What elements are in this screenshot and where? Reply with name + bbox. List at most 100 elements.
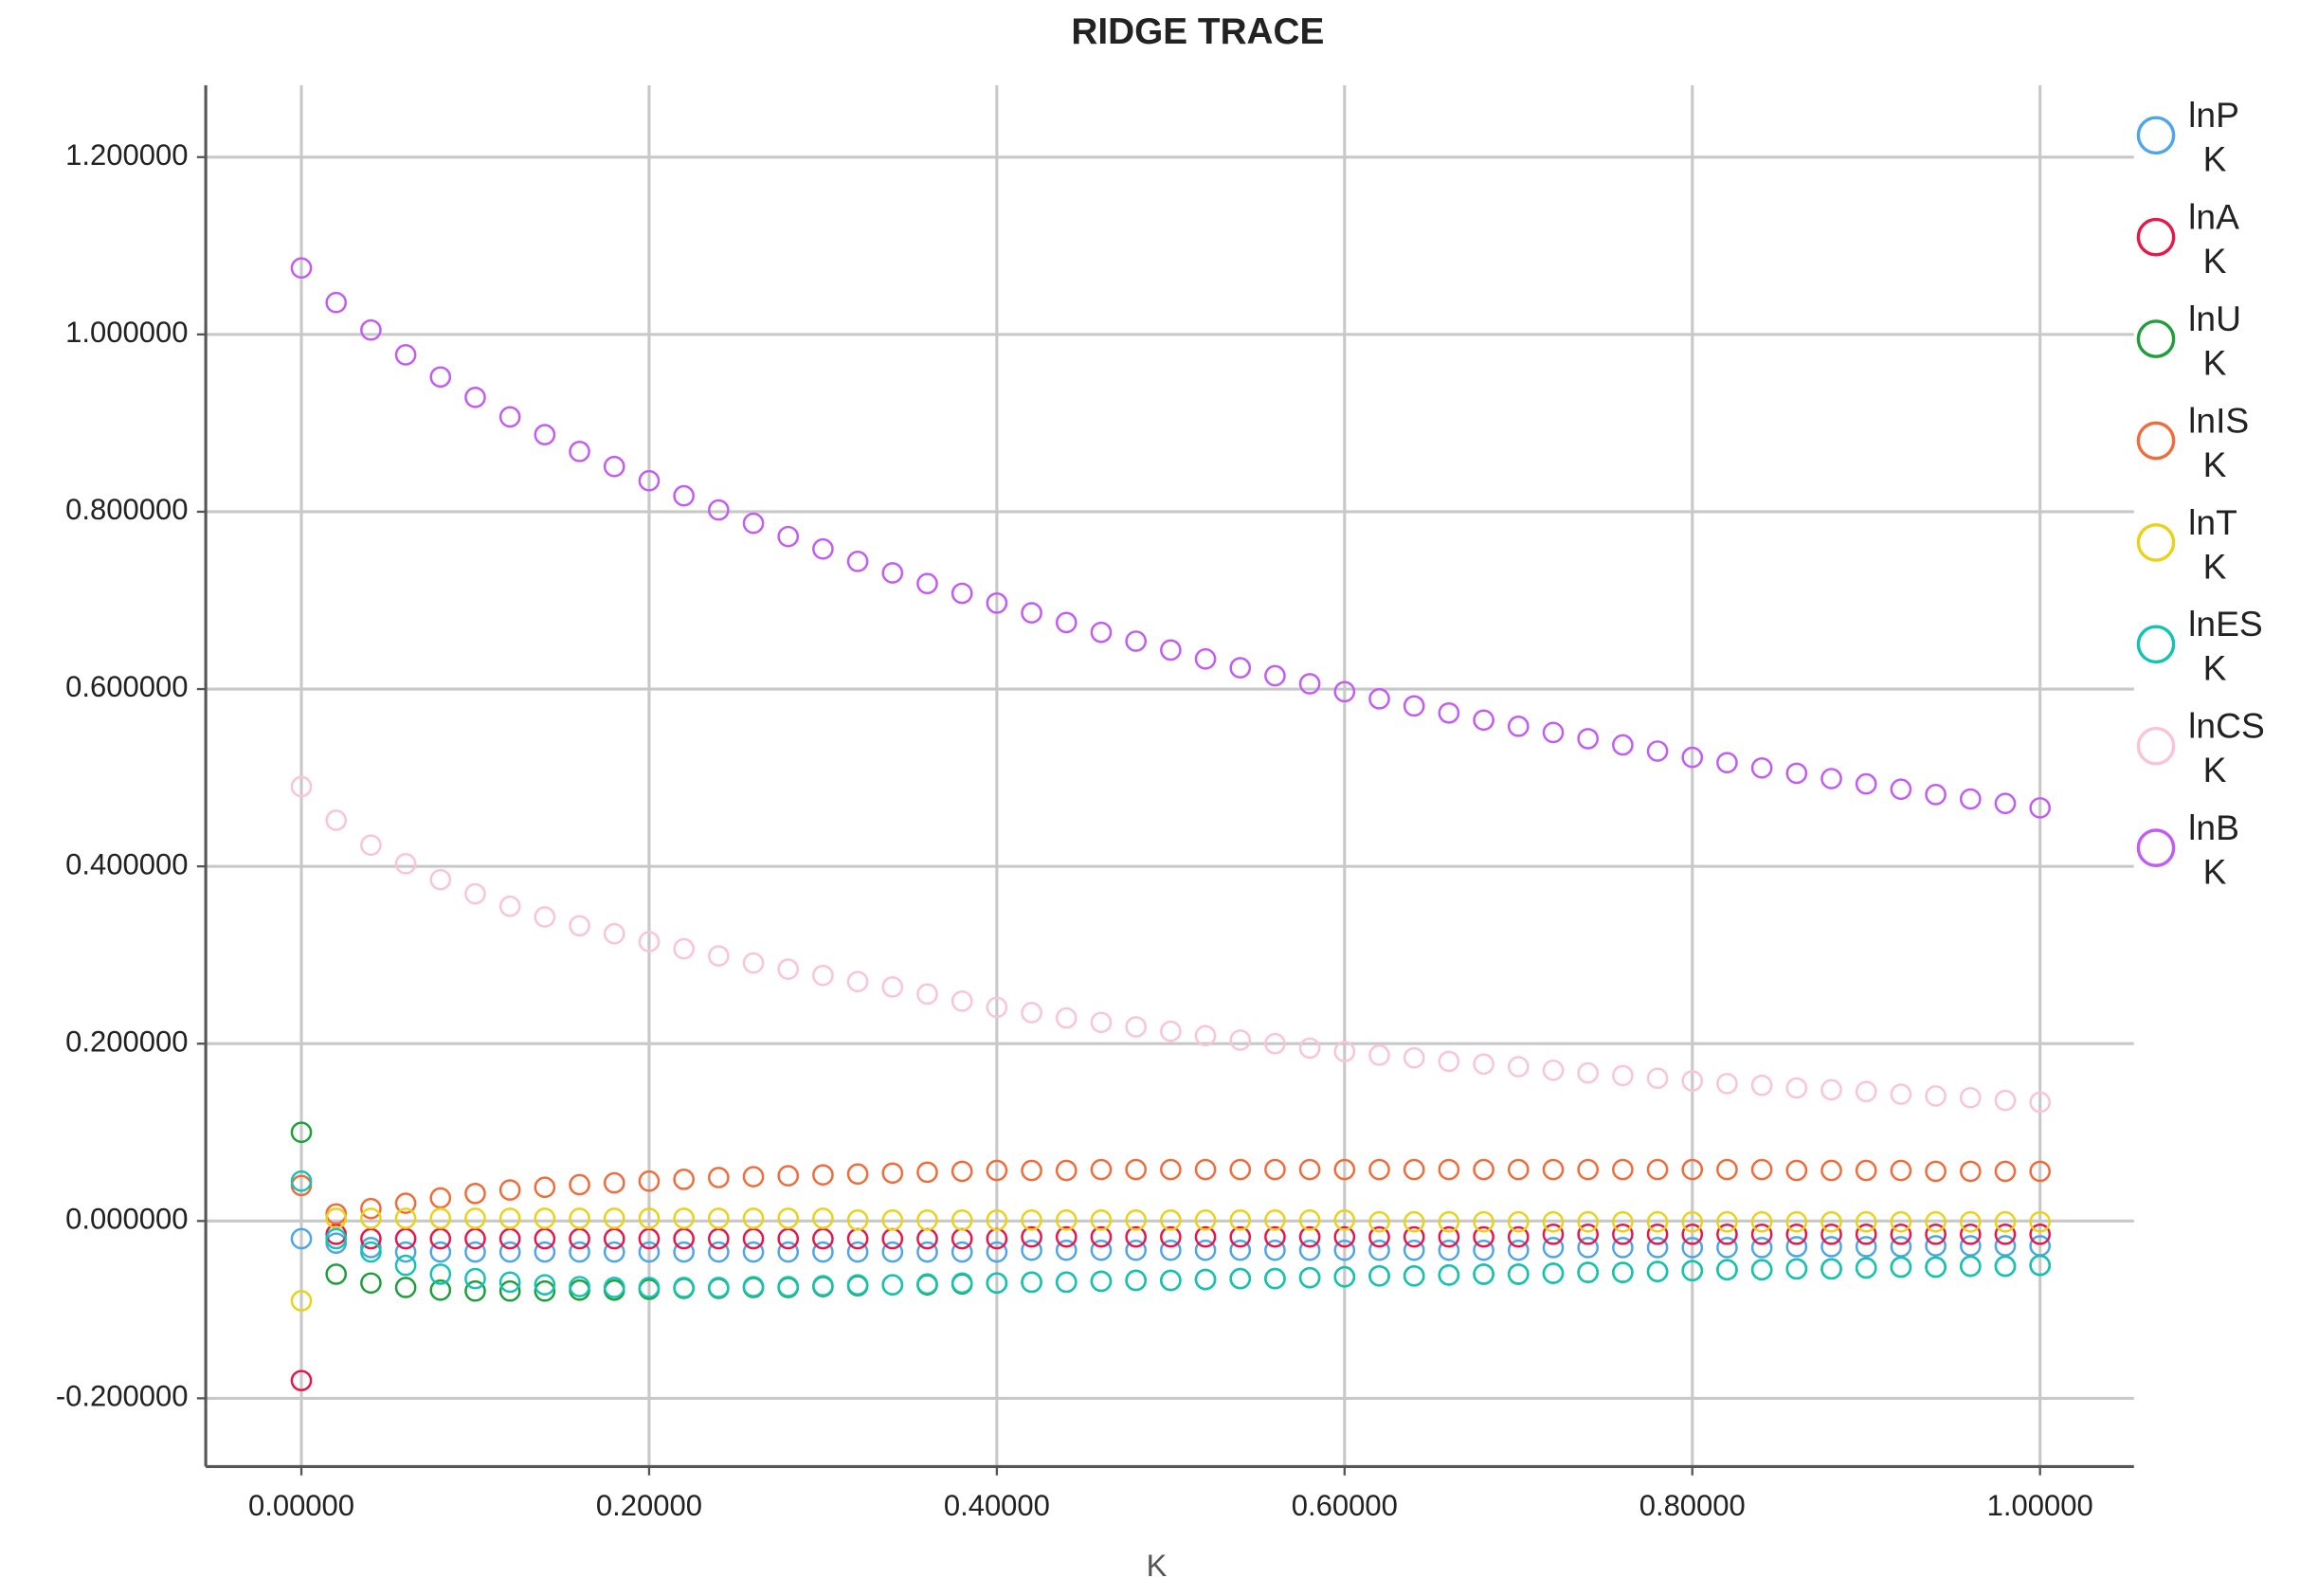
point [951,1272,973,1295]
point [1612,1210,1634,1233]
point [569,1276,590,1297]
point [1298,673,1321,695]
point [1750,1158,1773,1181]
point [498,1227,521,1250]
point [1368,1210,1390,1233]
point [673,937,695,960]
point [360,1241,382,1263]
point [708,499,730,521]
point [1925,1256,1947,1279]
point [1264,1032,1286,1055]
point [1507,1158,1530,1181]
point [1090,1011,1113,1034]
chart-title: RIDGE TRACE [1071,11,1324,52]
point [777,525,800,548]
point [1194,1025,1217,1047]
point [1820,1224,1842,1245]
point [1994,1160,2017,1183]
point [881,1241,904,1263]
point [1855,1210,1877,1233]
point [1055,1209,1078,1231]
series [290,1227,2052,1263]
point [498,1179,521,1201]
point [881,1274,904,1296]
point [1646,1158,1669,1181]
point [1368,1044,1390,1066]
point [1473,1210,1494,1233]
point [1542,721,1565,744]
point [1333,1041,1356,1062]
point [1507,716,1530,737]
point [1021,1209,1042,1231]
y-tick-label: 0.200000 [65,1025,188,1058]
point [777,1276,800,1297]
point [290,1290,313,1312]
point [603,1207,625,1229]
y-tick-label: 0.000000 [65,1202,188,1235]
point [638,1241,661,1263]
point [1785,762,1808,785]
point [1612,1158,1634,1181]
point [1298,1037,1321,1060]
point [1229,1267,1252,1290]
point [1160,1020,1182,1043]
point [916,1161,938,1184]
point [603,922,625,945]
legend-label: lnCS K [2188,705,2265,789]
x-tick-label: 0.60000 [1292,1489,1398,1522]
point [603,1171,625,1194]
point [1264,1225,1286,1248]
point [1194,1268,1217,1291]
point [1298,1158,1321,1181]
point [916,1273,938,1296]
point [1750,756,1773,779]
y-tick-label: 1.200000 [65,138,188,172]
x-tick-label: 1.00000 [1987,1489,2093,1522]
y-tick-label: 0.800000 [65,493,188,526]
point [1298,1266,1321,1289]
point [1612,1064,1634,1087]
point [1994,1235,2017,1257]
point [569,915,590,937]
point [1368,1158,1390,1181]
point [1994,1224,2017,1245]
point [1368,1264,1390,1287]
point [1890,778,1912,801]
point [673,1227,695,1250]
point [1890,1210,1912,1233]
point [1090,1270,1113,1293]
point [1438,1225,1460,1248]
point [569,441,590,462]
point [1160,1158,1182,1181]
point [1890,1236,1912,1258]
point [673,1241,695,1263]
point [464,882,486,905]
point [2029,1091,2052,1114]
point [1716,1158,1738,1181]
point [846,970,869,993]
series [290,1158,2052,1225]
point [951,1241,973,1263]
point [1194,1225,1217,1248]
point [1716,1224,1738,1245]
point [951,1209,973,1231]
point [742,1227,765,1250]
point [1438,701,1460,724]
point [1403,1225,1425,1248]
series [290,1170,2052,1298]
point [1925,1224,1947,1245]
point [812,964,834,987]
point [638,931,661,952]
point [429,1241,452,1263]
point [464,1227,486,1250]
point [1055,1271,1078,1294]
point [429,1279,452,1301]
point [1925,1235,1947,1257]
point [708,1277,730,1298]
point [325,809,348,831]
point [1298,1209,1321,1231]
point [1194,1158,1217,1181]
x-tick-label: 0.20000 [596,1489,702,1522]
